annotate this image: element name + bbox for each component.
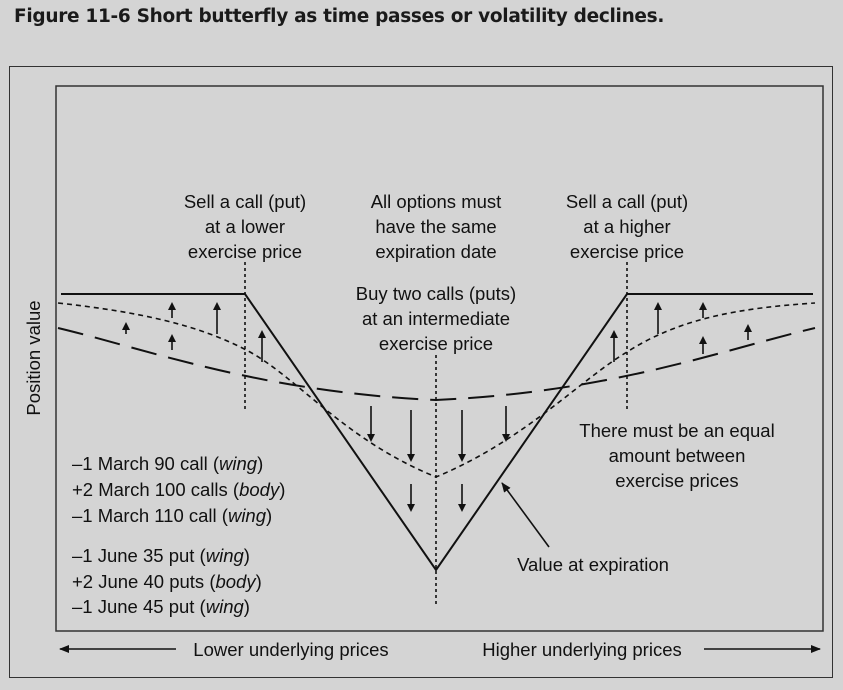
example-line: –1 March 110 call (wing) [72,505,272,526]
annotation-line: All options must [371,191,502,212]
annotation-line: exercise prices [615,470,738,491]
annotation-line: at an intermediate [362,308,510,329]
expiration-pointer-arrow [501,482,550,548]
down-arrows-body [367,406,510,512]
lower-strike-annotation: Sell a call (put) at a lower exercise pr… [184,191,306,262]
annotation-line: have the same [375,216,496,237]
annotation-line: at a lower [205,216,285,237]
annotation-line: Buy two calls (puts) [356,283,516,304]
expiration-date-note: All options must have the same expiratio… [371,191,502,262]
lower-prices-label: Lower underlying prices [193,639,388,660]
figure-title: Figure 11-6 Short butterfly as time pass… [14,6,665,27]
up-arrows-left [122,302,266,362]
annotation-line: expiration date [375,241,496,262]
higher-prices-label: Higher underlying prices [482,639,682,660]
y-axis-label: Position value [23,300,44,415]
expiration-value-line [61,293,813,572]
annotation-line: exercise price [188,241,302,262]
example-line: –1 June 45 put (wing) [72,596,250,617]
annotation-line: Sell a call (put) [184,191,306,212]
annotation-line: exercise price [379,333,493,354]
annotation-line: exercise price [570,241,684,262]
example-line: –1 March 90 call (wing) [72,453,263,474]
equal-amount-note: There must be an equal amount between ex… [579,420,774,491]
example-line: –1 June 35 put (wing) [72,545,250,566]
annotation-line: amount between [609,445,746,466]
up-arrows-right [610,302,752,362]
plot-area-frame [55,85,824,632]
figure-frame [9,66,833,678]
middle-strike-annotation: Buy two calls (puts) at an intermediate … [356,283,516,354]
annotation-line: Sell a call (put) [566,191,688,212]
june-puts-example: –1 June 35 put (wing) +2 June 40 puts (b… [72,545,262,617]
expiration-value-label: Value at expiration [517,554,669,575]
example-line: +2 June 40 puts (body) [72,571,262,592]
example-line: +2 March 100 calls (body) [72,479,285,500]
higher-strike-annotation: Sell a call (put) at a higher exercise p… [566,191,688,262]
march-calls-example: –1 March 90 call (wing) +2 March 100 cal… [72,453,285,526]
annotation-line: There must be an equal [579,420,774,441]
annotation-line: at a higher [583,216,670,237]
